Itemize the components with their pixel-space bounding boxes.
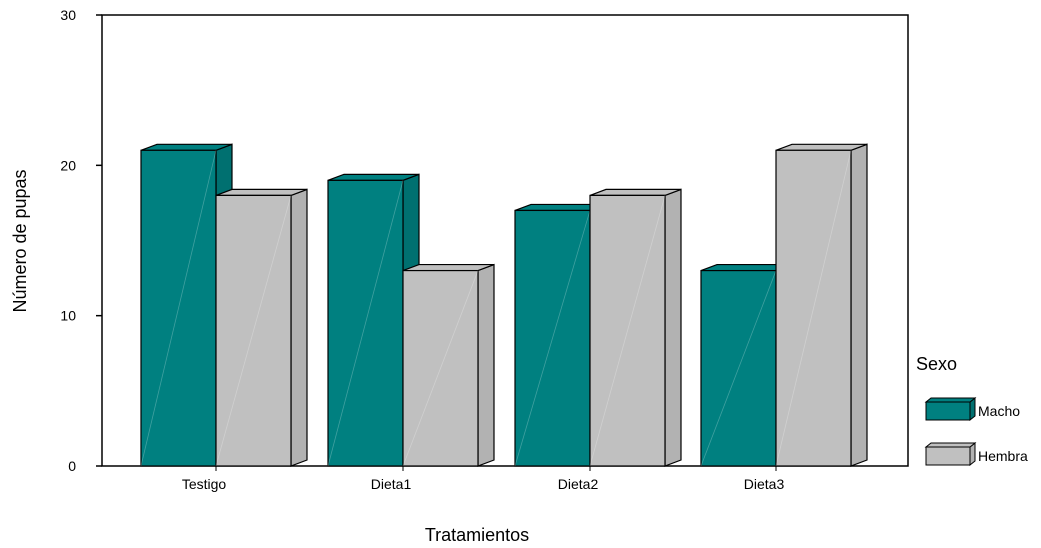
bar-sheen [402,270,479,467]
x-tick-label: Dieta3 [744,476,785,492]
y-axis: 0 10 20 30 [60,7,102,474]
legend-swatch [925,401,971,421]
bar-sheen [514,210,591,467]
x-axis-title: Tratamientos [425,525,529,545]
bar-sheen [700,270,777,467]
x-tick-label: Dieta1 [371,476,412,492]
bar-front-face [700,269,777,467]
y-tick-label: 10 [60,308,76,324]
bar-sheen [140,150,217,467]
legend-swatch-top [924,397,977,403]
bar-top-face [327,173,420,181]
plot-frame [101,14,909,467]
bars-group [140,143,868,467]
bar-side-face [477,263,495,467]
bar-hembra [775,143,868,467]
bar-top-face [589,188,682,196]
legend-title: Sexo [916,354,957,374]
bar-side-face [290,188,308,467]
bar-sheen [589,195,666,467]
bar-top-face [215,188,308,196]
bar-side-face [850,143,868,467]
bar-top-face [402,263,495,272]
bar-top-face [140,143,233,151]
legend-swatch [925,446,971,466]
y-axis-title: Número de pupas [10,169,30,312]
bar-top-face [775,143,868,151]
bar-front-face [775,149,852,467]
y-tick-label: 30 [60,7,76,23]
legend-item-hembra: Hembra [924,441,1028,467]
bar-hembra [215,188,308,467]
y-tick-label: 0 [68,458,76,474]
bar-hembra [402,263,495,467]
x-axis: Testigo Dieta1 Dieta2 Dieta3 [182,466,785,492]
bar-sheen [215,195,292,467]
bar-side-face [664,188,682,467]
legend-swatch-top [924,442,977,448]
bar-front-face [402,269,479,467]
bar-sheen [327,180,404,467]
legend-label: Hembra [978,448,1028,464]
legend: Sexo Macho Hembra [916,354,1028,467]
y-tick-label: 20 [60,157,76,173]
plot-area [101,14,909,467]
bar-front-face [589,194,666,467]
bar-front-face [327,179,404,467]
bar-front-face [215,194,292,467]
legend-item-macho: Macho [924,396,1020,422]
legend-label: Macho [978,403,1020,419]
bar-hembra [589,188,682,467]
bar-sheen [775,150,852,467]
x-tick-label: Testigo [182,476,227,492]
bar-front-face [514,209,591,467]
x-tick-label: Dieta2 [558,476,599,492]
